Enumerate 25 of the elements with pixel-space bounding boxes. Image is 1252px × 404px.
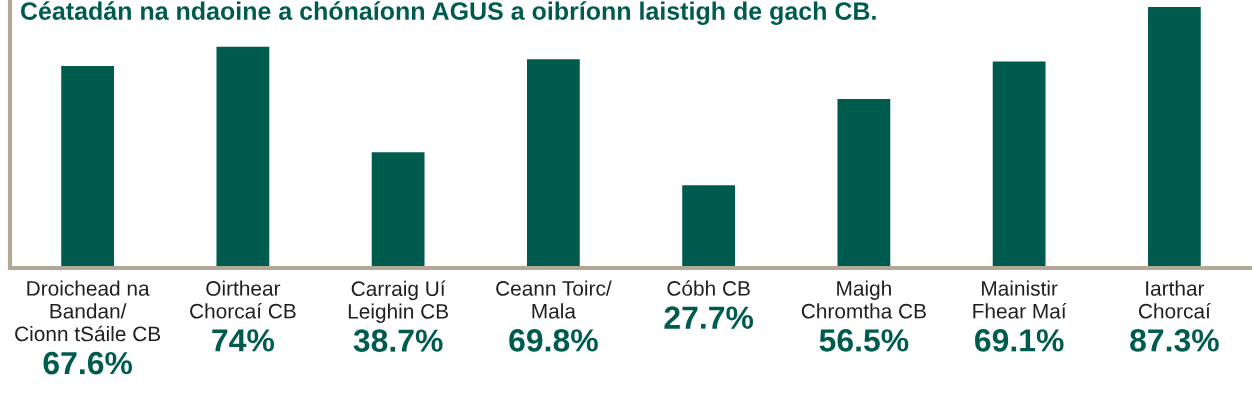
data-label: 69.1% <box>975 329 1064 352</box>
bar <box>526 59 580 268</box>
x-tick-label: Ceann Toirc/ Mala <box>496 280 612 319</box>
chart-title: Céatadán na ndaoine a chónaíonn AGUS a oibríonn laistigh de gach CB. <box>20 1 876 25</box>
bar <box>837 99 891 268</box>
bar <box>61 65 115 268</box>
data-label: 87.3% <box>1130 329 1219 352</box>
data-label: 69.8% <box>509 329 598 352</box>
bar <box>371 152 425 268</box>
bar <box>1147 7 1201 268</box>
data-label: 56.5% <box>819 329 909 352</box>
bar <box>216 46 270 268</box>
x-tick-label: Droichead na Bandan/ Cionn tSáile CB <box>15 280 161 342</box>
x-tick-label: Mainistir Fhear Maí <box>973 280 1067 319</box>
x-tick-label: Iarthar Chorcaí <box>1138 280 1211 319</box>
x-tick-label: Cóbh CB <box>667 280 750 296</box>
bar <box>992 61 1046 268</box>
x-tick-label: Carraig Uí Leighin CB <box>348 280 448 323</box>
bar <box>682 185 736 268</box>
data-label: 74% <box>212 329 274 352</box>
data-label: 38.7% <box>353 329 443 352</box>
x-tick-label: Maigh Chromtha CB <box>801 280 926 319</box>
data-label: 27.7% <box>664 306 754 329</box>
data-label: 67.6% <box>43 351 133 375</box>
x-tick-label: Oirthear Chorcaí CB <box>190 280 296 319</box>
